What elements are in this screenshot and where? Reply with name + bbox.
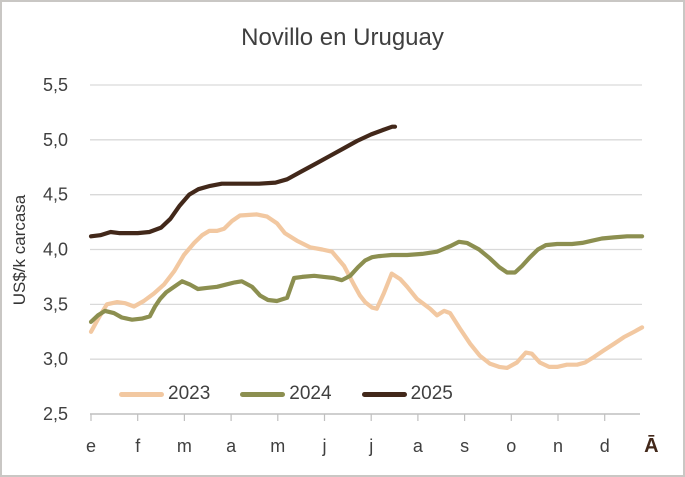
x-tick-label: m xyxy=(270,436,285,456)
legend-item-2025: 2025 xyxy=(361,383,453,405)
x-tick-label: e xyxy=(86,436,96,456)
x-tick-label: j xyxy=(368,436,373,456)
series-line-2025 xyxy=(88,124,398,239)
x-tick-label: a xyxy=(413,436,424,456)
y-tick-label: 3,5 xyxy=(43,294,68,314)
legend-label-2025: 2025 xyxy=(410,383,453,404)
series-line-2024 xyxy=(88,234,645,324)
x-tick-label: j xyxy=(322,436,327,456)
y-tick-label: 5,5 xyxy=(43,75,68,95)
x-tick-label: s xyxy=(460,436,469,456)
legend-item-2023: 2023 xyxy=(119,383,210,405)
y-tick-label: 5,0 xyxy=(43,130,68,150)
series-line-2023 xyxy=(88,212,645,370)
chart-title: Novillo en Uruguay xyxy=(241,24,444,51)
x-tick-label: o xyxy=(506,436,516,456)
x-tick-label: d xyxy=(600,436,610,456)
y-tick-label: 3,0 xyxy=(43,349,68,369)
legend-swatch-2025 xyxy=(361,391,407,397)
legend: 2023 2024 2025 xyxy=(119,383,453,405)
x-tick-label: Ā xyxy=(644,435,658,457)
y-tick-label: 2,5 xyxy=(43,404,68,424)
legend-item-2024: 2024 xyxy=(240,383,332,405)
legend-swatch-2023 xyxy=(119,391,164,397)
y-tick-label: 4,5 xyxy=(43,185,68,205)
x-tick-label: a xyxy=(226,436,237,456)
x-tick-label: f xyxy=(135,436,141,456)
legend-label-2024: 2024 xyxy=(289,383,332,404)
x-tick-label: m xyxy=(177,436,192,456)
y-tick-label: 4,0 xyxy=(43,240,68,260)
x-tick-label: n xyxy=(553,436,563,456)
legend-swatch-2024 xyxy=(240,391,286,397)
legend-label-2023: 2023 xyxy=(168,383,211,404)
